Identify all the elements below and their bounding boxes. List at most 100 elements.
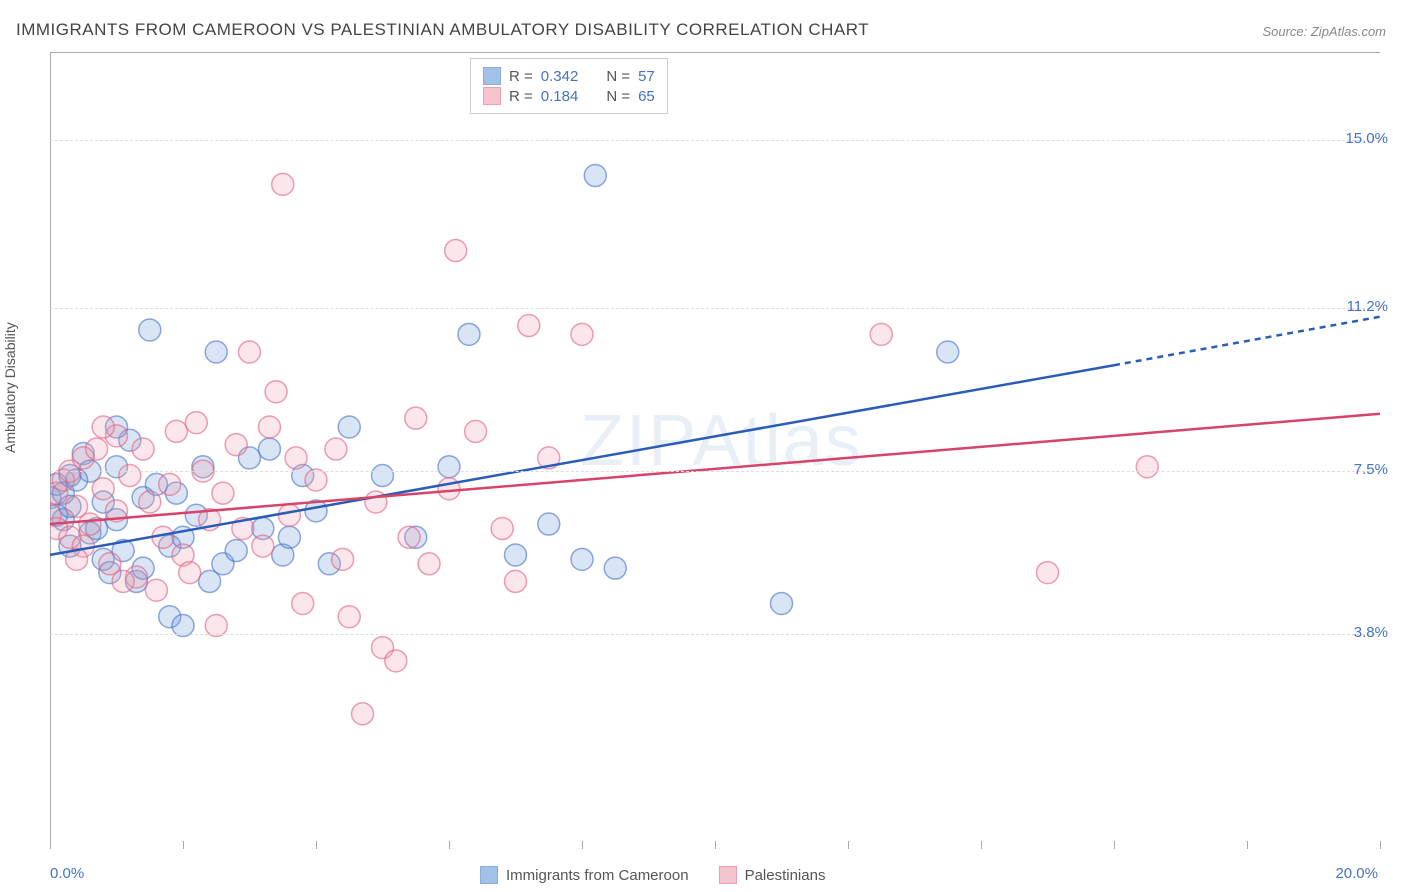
data-point-palestinians xyxy=(265,381,287,403)
data-point-palestinians xyxy=(352,703,374,725)
data-point-palestinians xyxy=(119,465,141,487)
data-point-palestinians xyxy=(165,420,187,442)
data-point-palestinians xyxy=(112,570,134,592)
series-name-palestinians: Palestinians xyxy=(745,867,826,884)
data-point-palestinians xyxy=(272,173,294,195)
data-point-palestinians xyxy=(385,650,407,672)
x-tick xyxy=(1380,841,1381,849)
x-tick xyxy=(981,841,982,849)
data-point-palestinians xyxy=(325,438,347,460)
swatch-cameroon xyxy=(483,67,501,85)
data-point-palestinians xyxy=(438,478,460,500)
legend-item-cameroon: Immigrants from Cameroon xyxy=(480,866,689,884)
n-label: N = xyxy=(606,88,630,105)
data-point-palestinians xyxy=(185,412,207,434)
r-label: R = xyxy=(509,88,533,105)
data-point-cameroon xyxy=(278,526,300,548)
n-value-cameroon: 57 xyxy=(638,68,655,85)
data-point-cameroon xyxy=(172,615,194,637)
data-point-cameroon xyxy=(771,592,793,614)
data-point-palestinians xyxy=(285,447,307,469)
y-tick-label: 15.0% xyxy=(1345,130,1388,147)
legend-row-palestinians: R = 0.184 N = 65 xyxy=(483,87,655,105)
data-point-cameroon xyxy=(505,544,527,566)
data-point-palestinians xyxy=(870,323,892,345)
data-point-palestinians xyxy=(465,420,487,442)
source-attribution: Source: ZipAtlas.com xyxy=(1262,24,1386,39)
data-point-palestinians xyxy=(418,553,440,575)
data-point-palestinians xyxy=(139,491,161,513)
data-point-cameroon xyxy=(584,165,606,187)
series-legend: Immigrants from Cameroon Palestinians xyxy=(480,866,825,884)
data-point-palestinians xyxy=(92,416,114,438)
data-point-palestinians xyxy=(445,240,467,262)
data-point-palestinians xyxy=(491,517,513,539)
swatch-palestinians xyxy=(719,866,737,884)
gridline-h xyxy=(50,471,1380,472)
data-point-palestinians xyxy=(278,504,300,526)
data-point-palestinians xyxy=(505,570,527,592)
gridline-h xyxy=(50,634,1380,635)
data-point-palestinians xyxy=(571,323,593,345)
data-point-palestinians xyxy=(179,562,201,584)
legend-item-palestinians: Palestinians xyxy=(719,866,826,884)
data-point-cameroon xyxy=(604,557,626,579)
data-point-palestinians xyxy=(86,438,108,460)
series-name-cameroon: Immigrants from Cameroon xyxy=(506,867,689,884)
trendline-extrapolated-cameroon xyxy=(1114,317,1380,366)
x-tick xyxy=(582,841,583,849)
data-point-palestinians xyxy=(252,535,274,557)
data-point-palestinians xyxy=(398,526,420,548)
data-point-palestinians xyxy=(212,482,234,504)
data-point-palestinians xyxy=(159,473,181,495)
n-value-palestinians: 65 xyxy=(638,88,655,105)
x-tick xyxy=(316,841,317,849)
data-point-palestinians xyxy=(332,548,354,570)
data-point-cameroon xyxy=(338,416,360,438)
data-point-palestinians xyxy=(518,315,540,337)
n-label: N = xyxy=(606,68,630,85)
r-value-cameroon: 0.342 xyxy=(541,68,579,85)
data-point-palestinians xyxy=(205,615,227,637)
data-point-cameroon xyxy=(937,341,959,363)
correlation-legend: R = 0.342 N = 57 R = 0.184 N = 65 xyxy=(470,58,668,114)
data-point-cameroon xyxy=(139,319,161,341)
gridline-h xyxy=(50,308,1380,309)
swatch-palestinians xyxy=(483,87,501,105)
data-point-palestinians xyxy=(1136,456,1158,478)
y-axis-label: Ambulatory Disability xyxy=(2,322,18,453)
data-point-palestinians xyxy=(1037,562,1059,584)
data-point-cameroon xyxy=(258,438,280,460)
x-axis-max-label: 20.0% xyxy=(1335,865,1378,882)
x-tick xyxy=(715,841,716,849)
data-point-palestinians xyxy=(92,478,114,500)
r-label: R = xyxy=(509,68,533,85)
data-point-palestinians xyxy=(258,416,280,438)
x-tick xyxy=(1247,841,1248,849)
data-point-palestinians xyxy=(225,434,247,456)
data-point-palestinians xyxy=(292,592,314,614)
data-point-cameroon xyxy=(458,323,480,345)
gridline-h xyxy=(50,140,1380,141)
data-point-cameroon xyxy=(538,513,560,535)
data-point-palestinians xyxy=(305,469,327,491)
x-tick xyxy=(50,841,51,849)
data-point-palestinians xyxy=(79,513,101,535)
scatter-plot-svg xyxy=(50,52,1380,842)
data-point-palestinians xyxy=(239,341,261,363)
data-point-cameroon xyxy=(372,465,394,487)
x-tick xyxy=(848,841,849,849)
data-point-palestinians xyxy=(405,407,427,429)
x-tick xyxy=(183,841,184,849)
data-point-cameroon xyxy=(225,540,247,562)
x-tick xyxy=(449,841,450,849)
x-tick xyxy=(1114,841,1115,849)
y-tick-label: 7.5% xyxy=(1354,461,1388,478)
y-tick-label: 3.8% xyxy=(1354,624,1388,641)
x-axis-min-label: 0.0% xyxy=(50,865,84,882)
data-point-cameroon xyxy=(199,570,221,592)
r-value-palestinians: 0.184 xyxy=(541,88,579,105)
data-point-palestinians xyxy=(145,579,167,601)
legend-row-cameroon: R = 0.342 N = 57 xyxy=(483,67,655,85)
data-point-palestinians xyxy=(132,438,154,460)
